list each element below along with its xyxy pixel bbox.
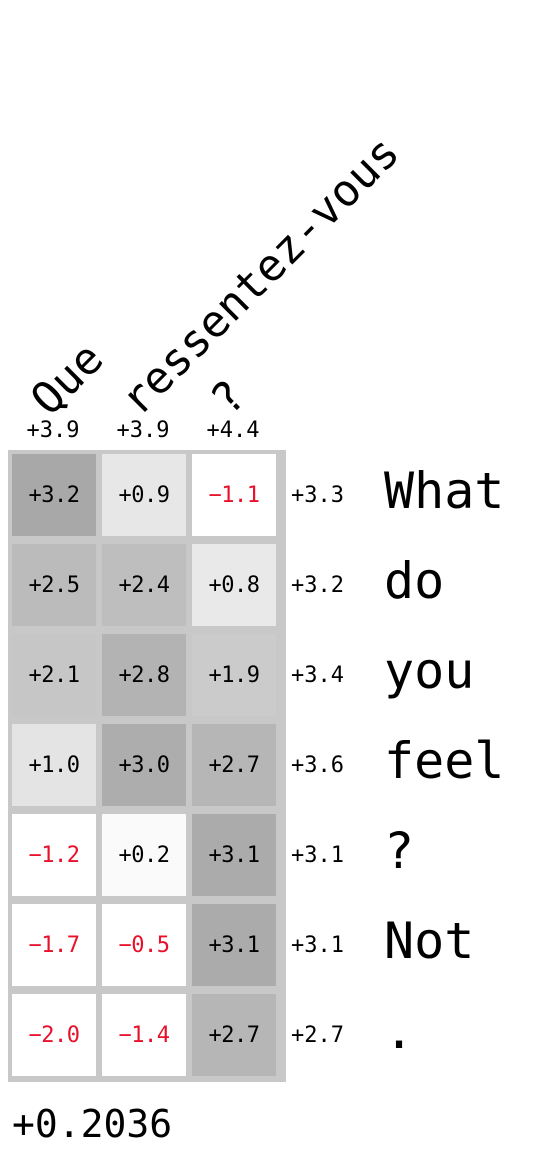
column-label: Que (21, 332, 114, 426)
heatmap-grid: +3.2 +0.9 −1.1 +2.5 +2.4 +0.8 +2.1 +2.8 +1.9 +1.0… (8, 450, 286, 1082)
row-label: do (384, 552, 445, 610)
row-total: +3.3 (291, 482, 344, 508)
heatmap-cell: +3.1 (192, 814, 276, 896)
heatmap-cell: +0.2 (102, 814, 186, 896)
heatmap-cell: +2.7 (192, 724, 276, 806)
column-label: ressentez-vous (111, 126, 410, 426)
row-total: +2.7 (291, 1022, 344, 1048)
heatmap-cell: +0.8 (192, 544, 276, 626)
heatmap-cell: +2.4 (102, 544, 186, 626)
column-total: +4.4 (206, 418, 260, 443)
row-label: feel (384, 732, 505, 790)
row-total: +3.1 (291, 932, 344, 958)
row-total: +3.1 (291, 842, 344, 868)
heatmap-cell: −2.0 (12, 994, 96, 1076)
heatmap-cell: +3.2 (12, 454, 96, 536)
row-total: +3.2 (291, 572, 344, 598)
heatmap-cell: +2.1 (12, 634, 96, 716)
row-label: . (384, 1002, 415, 1060)
column-label: ? (201, 370, 256, 426)
row-total: +3.6 (291, 752, 344, 778)
heatmap-cell: −1.4 (102, 994, 186, 1076)
row-label: What (384, 462, 505, 520)
heatmap-cell: +0.9 (102, 454, 186, 536)
heatmap-cell: +3.0 (102, 724, 186, 806)
row-label: you (384, 642, 475, 700)
row-label: Not (384, 912, 475, 970)
heatmap-cell: −0.5 (102, 904, 186, 986)
heatmap-cell: +1.0 (12, 724, 96, 806)
heatmap-cell: −1.1 (192, 454, 276, 536)
heatmap-cell: +3.1 (192, 904, 276, 986)
heatmap-cell: +2.7 (192, 994, 276, 1076)
heatmap-cell: +2.5 (12, 544, 96, 626)
overall-score: +0.2036 (12, 1102, 173, 1146)
row-label: ? (384, 822, 415, 880)
heatmap-cell: +2.8 (102, 634, 186, 716)
heatmap-cell: −1.7 (12, 904, 96, 986)
heatmap-cell: +1.9 (192, 634, 276, 716)
row-total: +3.4 (291, 662, 344, 688)
heatmap-cell: −1.2 (12, 814, 96, 896)
column-total: +3.9 (116, 418, 170, 443)
column-total: +3.9 (26, 418, 80, 443)
